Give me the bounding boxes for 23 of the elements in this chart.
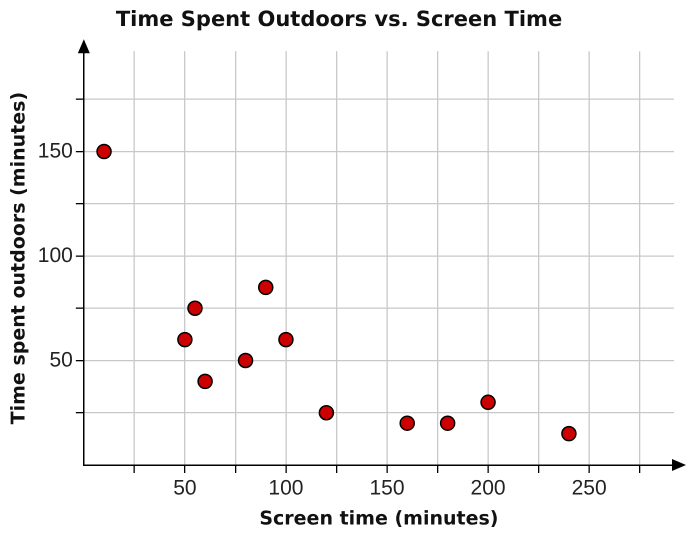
x-tick-label: 150 bbox=[369, 476, 405, 500]
point bbox=[177, 332, 193, 348]
x-tick-label: 200 bbox=[470, 476, 506, 500]
x-tick-label: 100 bbox=[268, 476, 304, 500]
y-tick-label: 100 bbox=[38, 244, 73, 267]
x-axis-title: Screen time (minutes) bbox=[259, 508, 498, 530]
chart-title: Time Spent Outdoors vs. Screen Time bbox=[116, 7, 562, 32]
point bbox=[187, 300, 203, 316]
point bbox=[258, 280, 274, 296]
y-axis-title: Time spent outdoors (minutes) bbox=[7, 92, 30, 424]
point bbox=[440, 415, 456, 431]
point bbox=[318, 405, 334, 421]
point bbox=[197, 374, 213, 390]
point bbox=[238, 352, 254, 368]
point bbox=[561, 426, 577, 442]
x-tick-label: 250 bbox=[572, 476, 607, 500]
y-tick-label: 150 bbox=[38, 139, 73, 162]
point bbox=[480, 394, 496, 410]
point bbox=[399, 415, 415, 431]
y-tick-label: 50 bbox=[49, 348, 73, 372]
point bbox=[96, 144, 112, 160]
point bbox=[278, 332, 294, 348]
x-tick-label: 50 bbox=[173, 476, 197, 500]
